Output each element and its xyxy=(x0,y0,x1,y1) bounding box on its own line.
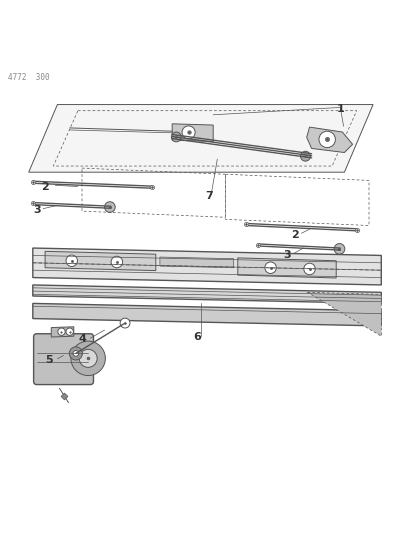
Circle shape xyxy=(66,255,77,266)
Text: 1: 1 xyxy=(336,103,343,114)
Text: 5: 5 xyxy=(45,355,53,365)
Circle shape xyxy=(69,347,82,360)
Polygon shape xyxy=(33,303,380,326)
Polygon shape xyxy=(33,248,380,285)
Polygon shape xyxy=(160,257,233,268)
Circle shape xyxy=(58,328,65,335)
Circle shape xyxy=(303,263,315,274)
FancyBboxPatch shape xyxy=(34,334,93,385)
Text: 4: 4 xyxy=(78,335,86,344)
Text: 7: 7 xyxy=(205,191,212,201)
Polygon shape xyxy=(33,285,380,303)
Text: 2: 2 xyxy=(291,230,298,239)
Text: 4772  300: 4772 300 xyxy=(8,73,50,82)
Circle shape xyxy=(79,349,97,367)
Circle shape xyxy=(104,201,115,212)
Circle shape xyxy=(300,151,310,161)
Circle shape xyxy=(171,132,181,142)
Text: 6: 6 xyxy=(192,332,200,342)
Circle shape xyxy=(318,131,335,148)
Polygon shape xyxy=(237,258,335,278)
Text: 2: 2 xyxy=(41,182,49,191)
Circle shape xyxy=(182,126,195,139)
Polygon shape xyxy=(51,327,74,337)
Polygon shape xyxy=(307,292,380,336)
Text: 3: 3 xyxy=(283,250,290,260)
Circle shape xyxy=(66,328,73,335)
Polygon shape xyxy=(306,127,352,152)
Circle shape xyxy=(120,318,130,328)
Polygon shape xyxy=(29,104,372,172)
Circle shape xyxy=(333,244,344,254)
Circle shape xyxy=(71,341,105,376)
Circle shape xyxy=(264,262,276,273)
Circle shape xyxy=(73,351,79,356)
Polygon shape xyxy=(172,124,213,141)
Text: 3: 3 xyxy=(33,205,40,215)
Circle shape xyxy=(111,256,122,268)
Polygon shape xyxy=(45,252,155,271)
